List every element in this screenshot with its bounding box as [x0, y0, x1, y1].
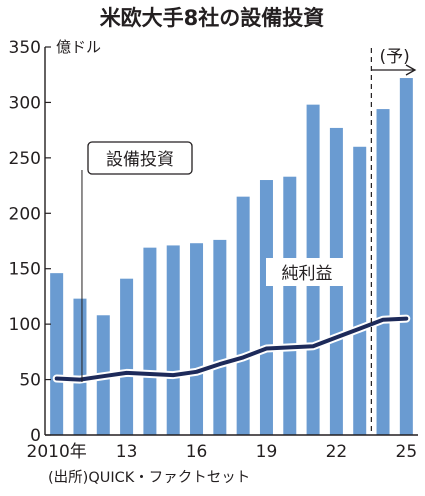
- bar-series-group: [50, 78, 413, 435]
- y-tick-label-250: 250: [9, 149, 41, 169]
- y-tick-label-0: 0: [30, 426, 41, 446]
- x-tick-label-2010: 2010年: [27, 442, 87, 462]
- bar-2014: [143, 247, 157, 435]
- chart-title: 米欧大手8社の設備投資: [100, 6, 325, 30]
- x-tick-label-2025: 25: [396, 442, 418, 462]
- y-tick-label-150: 150: [9, 260, 41, 280]
- forecast-arrow-head: [405, 64, 417, 76]
- net-income-label-bg: [266, 258, 348, 286]
- source-note: (出所)QUICK・ファクトセット: [48, 469, 250, 486]
- capex-callout-box: [87, 141, 193, 175]
- bar-2017: [213, 239, 227, 435]
- y-tick-label-350: 350: [9, 38, 41, 58]
- capex-series-label: 設備投資: [106, 150, 174, 170]
- y-tick-label-200: 200: [9, 204, 41, 224]
- x-tick-label-2013: 13: [116, 442, 138, 462]
- bar-2016: [190, 243, 204, 435]
- x-tick-label-2016: 16: [186, 442, 208, 462]
- axes-group: 0 50 100 150 200 250 300 350 2010年 13 16 19 22 25: [9, 38, 418, 462]
- y-axis-unit: 億ドル: [56, 38, 101, 56]
- bar-2010: [50, 273, 64, 435]
- y-tick-label-50: 50: [19, 371, 41, 391]
- bar-2013: [120, 278, 134, 435]
- bar-2018: [236, 196, 250, 435]
- bar-2023: [353, 146, 367, 435]
- forecast-label: (予): [380, 47, 410, 67]
- y-tick-label-300: 300: [9, 93, 41, 113]
- line-series-group: [52, 314, 411, 384]
- x-tick-label-2019: 19: [256, 442, 278, 462]
- bar-2011: [73, 298, 87, 435]
- bar-2025: [399, 78, 413, 435]
- bar-2024: [376, 109, 390, 435]
- bar-2020: [283, 176, 297, 435]
- line-series-net-income: [54, 316, 409, 382]
- bar-2019: [259, 180, 273, 435]
- x-tick-label-2022: 22: [326, 442, 348, 462]
- bar-2015: [166, 245, 180, 435]
- y-tick-label-100: 100: [9, 315, 41, 335]
- net-income-series-label: 純利益: [282, 264, 333, 284]
